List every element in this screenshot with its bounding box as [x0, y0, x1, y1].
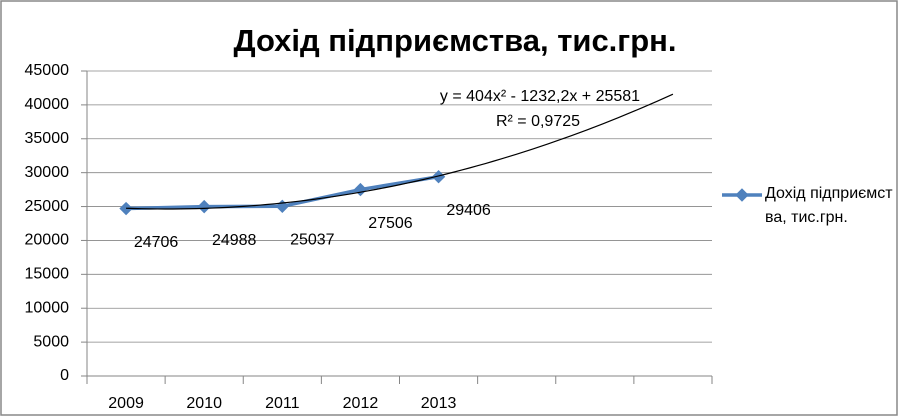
- y-tick-label: 40000: [25, 96, 70, 113]
- trendline-r2: R² = 0,9725: [496, 113, 580, 130]
- y-tick-label: 0: [60, 367, 69, 384]
- legend-label: Дохід підприємства, тис.грн.: [765, 185, 893, 226]
- data-label: 29406: [446, 202, 491, 219]
- y-tick-label: 25000: [25, 198, 70, 215]
- data-label: 27506: [368, 215, 413, 232]
- data-label: 25037: [290, 232, 335, 249]
- trendline-equation: y = 404x² - 1232,2x + 25581: [440, 88, 640, 105]
- trendline: [126, 93, 674, 210]
- chart-title: Дохід підприємства, тис.грн.: [234, 23, 677, 58]
- y-tick-label: 35000: [25, 130, 70, 147]
- y-tick-label: 15000: [25, 266, 70, 283]
- x-tick-label: 2013: [421, 395, 457, 412]
- x-tick-label: 2012: [343, 395, 379, 412]
- x-tick-label: 2011: [265, 395, 300, 412]
- y-tick-label: 45000: [25, 62, 70, 79]
- data-label: 24988: [212, 232, 257, 249]
- y-tick-label: 10000: [25, 299, 70, 316]
- y-tick-label: 5000: [33, 333, 69, 350]
- y-tick-label: 20000: [25, 232, 70, 249]
- x-tick-label: 2009: [108, 395, 144, 412]
- data-label: 24706: [134, 234, 179, 251]
- marker: [197, 199, 211, 214]
- y-tick-label: 30000: [25, 164, 70, 181]
- x-tick-label: 2010: [186, 395, 222, 412]
- legend-marker: [735, 188, 749, 202]
